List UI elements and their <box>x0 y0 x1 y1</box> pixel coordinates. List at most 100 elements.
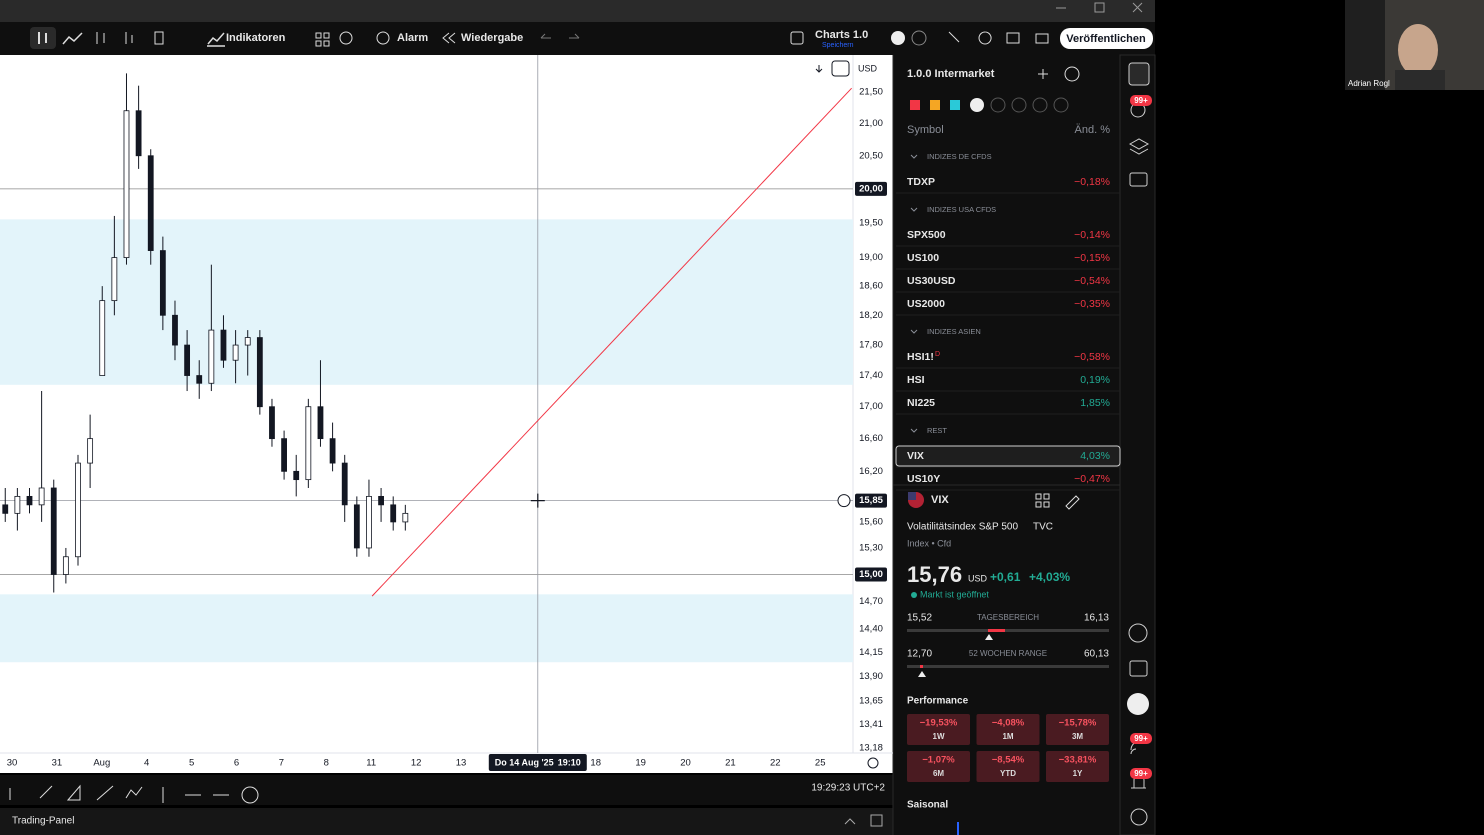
row-symbol[interactable]: TDXP <box>907 176 935 188</box>
row-symbol[interactable]: HSI1! <box>907 351 934 363</box>
x-tick-label: 7 <box>279 758 284 769</box>
market-status: Markt ist geöffnet <box>920 589 989 599</box>
publish-button[interactable] <box>1060 28 1153 49</box>
badge-text: 99+ <box>1134 769 1148 778</box>
layers-icon[interactable] <box>1128 138 1150 155</box>
x-tick-label: Aug <box>93 758 110 769</box>
y-tick-label: 13,90 <box>859 671 883 682</box>
drawing-toolbar <box>0 775 893 805</box>
magnet-tool[interactable] <box>241 786 259 804</box>
seasonal-title[interactable]: Saisonal <box>907 800 948 811</box>
flag[interactable] <box>950 100 960 110</box>
panel-controls[interactable] <box>844 814 883 827</box>
performance-cell[interactable] <box>907 714 970 745</box>
y-tick-label: 19,00 <box>859 252 883 263</box>
currency-label[interactable]: USD <box>858 63 878 73</box>
candle-icon <box>38 32 47 44</box>
candle-body <box>50 487 57 575</box>
s-icon[interactable] <box>339 31 353 45</box>
row-symbol[interactable]: SPX500 <box>907 229 946 241</box>
badge <box>1130 95 1152 106</box>
badge <box>1130 733 1152 744</box>
group-name: INDIZES DE CFDS <box>927 152 992 161</box>
y-tick-label: 19,50 <box>859 217 883 228</box>
performance-value: −15,78% <box>1059 718 1097 729</box>
flag[interactable] <box>910 100 920 110</box>
crosshair-price-label-box <box>855 493 887 508</box>
help-icon[interactable] <box>1130 808 1148 826</box>
row-symbol[interactable]: HSI <box>907 374 925 386</box>
row-change: −0,35% <box>1074 298 1110 310</box>
range-fill <box>988 629 1005 632</box>
day-range-label: TAGESBEREICH <box>977 613 1039 622</box>
performance-cell[interactable] <box>976 751 1040 782</box>
y-tick-label: 21,00 <box>859 118 883 129</box>
row-symbol[interactable]: NI225 <box>907 397 935 409</box>
webcam-shade <box>1345 0 1385 90</box>
performance-cell[interactable] <box>1046 751 1109 782</box>
c-button[interactable] <box>891 31 905 45</box>
watchlist-icon[interactable] <box>1128 62 1150 86</box>
crosshair-date: Do 14 Aug '25 <box>495 757 554 767</box>
scroll-icon[interactable] <box>815 65 823 73</box>
trading-panel[interactable]: Trading-Panel <box>12 816 74 827</box>
performance-value: −33,81% <box>1059 755 1097 766</box>
y-tick-label: 20,50 <box>859 150 883 161</box>
watchlist-menu[interactable] <box>1064 66 1080 82</box>
group-chevron <box>910 207 918 212</box>
detail-icons[interactable] <box>1035 493 1080 510</box>
add-symbol[interactable] <box>1038 69 1101 79</box>
layout-name[interactable]: Charts 1.0 <box>815 29 868 41</box>
detail-symbol[interactable]: VIX <box>931 494 949 506</box>
watchlist-title[interactable]: 1.0.0 Intermarket <box>907 68 995 80</box>
flag[interactable] <box>970 98 984 112</box>
toolbar-icons[interactable] <box>948 31 1049 45</box>
templates-icon[interactable] <box>315 32 330 47</box>
flag[interactable] <box>1053 97 1069 113</box>
calendar-icon[interactable] <box>1129 660 1148 677</box>
row-change: −0,54% <box>1074 275 1110 287</box>
y-tick-label: 14,40 <box>859 624 883 635</box>
fit-button[interactable] <box>831 60 850 77</box>
line-icon[interactable] <box>62 32 83 45</box>
flag[interactable] <box>930 100 940 110</box>
row-symbol[interactable]: US30USD <box>907 275 956 287</box>
replay-button[interactable]: Wiedergabe <box>461 32 523 44</box>
flag[interactable] <box>990 97 1006 113</box>
drawing-tools[interactable] <box>9 784 229 803</box>
row-symbol[interactable]: US100 <box>907 252 939 264</box>
indicators-button[interactable]: Indikatoren <box>226 32 286 44</box>
g-button[interactable] <box>911 30 927 46</box>
performance-cell[interactable] <box>976 714 1040 745</box>
x-tick-label: 21 <box>725 758 736 769</box>
candle-button[interactable] <box>30 27 56 49</box>
apps-icon[interactable] <box>1127 693 1149 715</box>
undo-redo[interactable] <box>540 33 580 39</box>
maximize[interactable] <box>1094 2 1105 13</box>
candle-body <box>38 487 45 506</box>
close[interactable] <box>1132 2 1143 13</box>
x-tick-label: 5 <box>189 758 194 769</box>
performance-cell[interactable] <box>907 751 970 782</box>
candle-body <box>123 110 130 259</box>
row-symbol[interactable]: US10Y <box>907 473 940 485</box>
flag-icon <box>908 492 916 500</box>
flag[interactable] <box>1032 97 1048 113</box>
target-icon[interactable] <box>1128 623 1148 643</box>
candle-body <box>111 257 118 302</box>
column-change[interactable]: Änd. % <box>1075 124 1111 136</box>
performance-cell[interactable] <box>1046 714 1109 745</box>
layout-icon[interactable] <box>790 31 804 45</box>
column-symbol[interactable]: Symbol <box>907 124 944 136</box>
row-symbol[interactable]: US2000 <box>907 298 945 310</box>
chat-icon[interactable] <box>1129 172 1148 187</box>
badge-text: 99+ <box>1134 96 1148 105</box>
detail-exchange[interactable]: TVC <box>1033 522 1053 533</box>
alarm-button[interactable]: Alarm <box>397 32 428 44</box>
chart-style-icons[interactable] <box>96 31 164 45</box>
row-symbol[interactable]: VIX <box>907 450 924 462</box>
flag[interactable] <box>1011 97 1027 113</box>
y-tick-label: 15,30 <box>859 542 883 553</box>
row-change: 1,85% <box>1080 397 1110 409</box>
y-tick-label: 13,41 <box>859 719 883 730</box>
